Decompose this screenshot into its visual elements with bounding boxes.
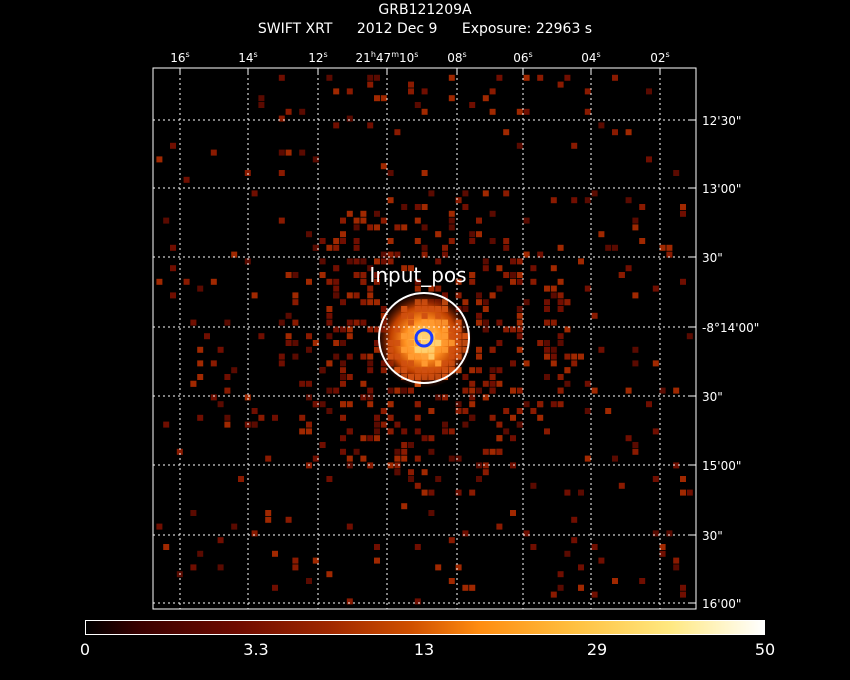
ra-tick-label: 14s bbox=[238, 50, 257, 65]
colorbar-label: 0 bbox=[79, 640, 91, 659]
dec-tick-labels: 12'30" 13'00" 30" -8°14'00" 30" 15'00" 30" 16'0… bbox=[702, 114, 759, 611]
instrument-label: SWIFT XRT bbox=[257, 21, 333, 37]
colorbar-label: 13 bbox=[413, 640, 435, 659]
dec-tick-label: 15'00" bbox=[702, 459, 741, 473]
region-label: Input_pos bbox=[369, 263, 466, 287]
colorbar bbox=[85, 620, 765, 635]
ra-tick-label: 08s bbox=[447, 50, 466, 65]
ra-tick-label: 12s bbox=[308, 50, 327, 65]
image-subtitle: SWIFT XRT 2012 Dec 9 Exposure: 22963 s bbox=[0, 21, 850, 37]
dec-tick-label: 30" bbox=[702, 390, 723, 404]
ra-tick-label: 02s bbox=[650, 50, 669, 65]
ra-tick-label: 21h47m10s bbox=[356, 50, 419, 65]
colorbar-label: 29 bbox=[586, 640, 608, 659]
exposure-label: Exposure: 22963 s bbox=[461, 21, 593, 37]
dec-tick-label: -8°14'00" bbox=[702, 321, 759, 335]
dec-tick-label: 30" bbox=[702, 529, 723, 543]
dec-tick-label: 30" bbox=[702, 251, 723, 265]
dec-tick-label: 13'00" bbox=[702, 182, 741, 196]
colorbar-label: 50 bbox=[754, 640, 776, 659]
coordinate-grid bbox=[153, 68, 696, 609]
colorbar-label: 3.3 bbox=[243, 640, 269, 659]
image-title: GRB121209A bbox=[378, 2, 472, 18]
ra-tick-label: 16s bbox=[170, 50, 189, 65]
image-frame bbox=[152, 67, 697, 610]
input-position-marker bbox=[414, 328, 434, 348]
ra-tick-labels: 16s 14s 12s 21h47m10s 08s 06s 04s 02s bbox=[170, 50, 669, 65]
date-label: 2012 Dec 9 bbox=[356, 21, 438, 37]
dec-tick-label: 12'30" bbox=[702, 114, 741, 128]
extraction-region-circle bbox=[378, 292, 470, 384]
ra-tick-label: 04s bbox=[581, 50, 600, 65]
ra-tick-label: 06s bbox=[513, 50, 532, 65]
source-glow bbox=[376, 292, 472, 388]
dec-tick-label: 16'00" bbox=[702, 597, 741, 611]
